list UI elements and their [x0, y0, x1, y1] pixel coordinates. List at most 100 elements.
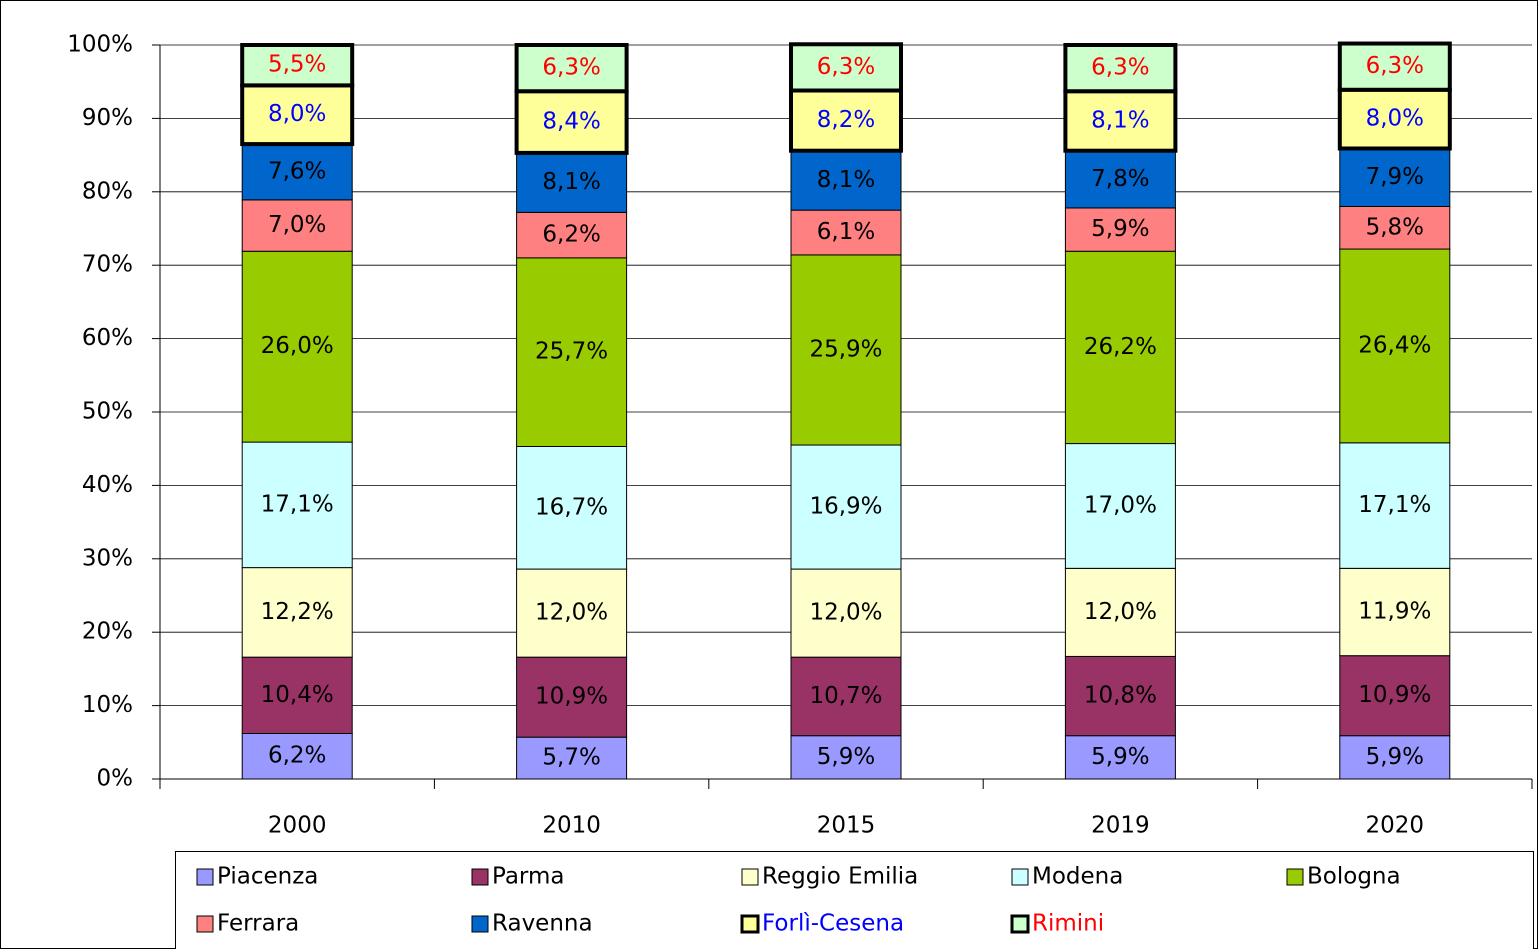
bar-segment	[516, 211, 628, 259]
bar-segment	[241, 143, 353, 201]
data-label: 5,9%	[1091, 744, 1149, 770]
bar-segment	[241, 567, 353, 658]
data-label: 17,0%	[1084, 492, 1157, 518]
data-label: 26,0%	[261, 333, 334, 359]
legend-label: Bologna	[1307, 864, 1401, 890]
data-label: 6,2%	[542, 222, 600, 248]
data-label: 10,8%	[1084, 683, 1157, 709]
x-tick-label: 2019	[1091, 813, 1150, 839]
legend-label: Piacenza	[217, 864, 318, 890]
legend-marker	[1011, 868, 1029, 886]
data-label: 6,2%	[268, 743, 326, 769]
data-label: 16,7%	[535, 494, 608, 520]
data-label: 5,5%	[268, 52, 326, 78]
bar-segment	[1064, 443, 1176, 569]
data-label: 8,1%	[542, 169, 600, 195]
bar-segment	[1339, 205, 1451, 250]
bar-segment	[1063, 43, 1178, 94]
data-label: 10,7%	[809, 683, 882, 709]
data-label: 6,1%	[817, 219, 875, 245]
bar-segment	[1063, 89, 1178, 153]
bar-segment	[789, 42, 903, 93]
bar-segment	[1339, 147, 1451, 207]
bar-segment	[1339, 248, 1451, 444]
legend-marker	[196, 915, 214, 933]
data-label: 5,7%	[542, 745, 600, 771]
y-tick-label: 20%	[82, 619, 133, 645]
legend-label: Parma	[492, 864, 564, 890]
bar-segment	[1339, 442, 1451, 569]
bar-segment	[790, 735, 902, 780]
bar-segment	[514, 43, 629, 94]
y-tick-label: 80%	[82, 178, 133, 204]
data-label: 10,9%	[1358, 682, 1431, 708]
legend-label: Modena	[1032, 864, 1123, 890]
data-label: 8,0%	[1366, 106, 1424, 132]
data-label: 8,4%	[542, 109, 600, 135]
data-label: 26,4%	[1358, 332, 1431, 358]
data-label: 12,2%	[261, 599, 334, 625]
legend-marker	[741, 868, 759, 886]
bar-segment	[516, 445, 628, 570]
data-label: 6,3%	[1366, 53, 1424, 79]
y-tick-label: 50%	[82, 399, 133, 425]
data-label: 10,9%	[535, 684, 608, 710]
y-tick-label: 0%	[97, 766, 134, 792]
data-label: 17,1%	[261, 491, 334, 517]
data-label: 7,9%	[1366, 164, 1424, 190]
data-label: 7,8%	[1091, 166, 1149, 192]
bar-segment	[790, 568, 902, 658]
bar-segment	[1339, 655, 1451, 737]
bar-segment	[241, 199, 353, 252]
data-label: 5,8%	[1366, 214, 1424, 240]
x-tick-label: 2020	[1366, 813, 1425, 839]
legend-label: Ferrara	[217, 911, 299, 937]
y-tick-label: 60%	[82, 325, 133, 351]
bar-segment	[790, 656, 902, 737]
y-tick-label: 90%	[82, 105, 133, 131]
bar-segment	[241, 250, 353, 443]
data-label: 12,0%	[809, 600, 882, 626]
bar-segment	[240, 43, 355, 88]
data-label: 12,0%	[535, 600, 608, 626]
bar-segment	[1337, 41, 1452, 92]
bar-segment	[1064, 655, 1176, 737]
data-label: 5,9%	[1366, 744, 1424, 770]
bar-segment	[516, 152, 628, 213]
legend-box	[175, 851, 1534, 949]
data-label: 7,0%	[268, 212, 326, 238]
data-label: 8,1%	[1091, 107, 1149, 133]
data-label: 6,3%	[542, 55, 600, 81]
legend-label: Ravenna	[492, 911, 593, 937]
legend-label: Rimini	[1032, 911, 1104, 937]
legend-label: Reggio Emilia	[762, 864, 918, 890]
data-label: 16,9%	[809, 494, 882, 520]
legend-marker	[1010, 914, 1030, 934]
bar-segment	[790, 209, 902, 256]
data-label: 8,2%	[817, 107, 875, 133]
data-label: 10,4%	[261, 682, 334, 708]
y-tick-label: 70%	[82, 252, 133, 278]
y-tick-label: 40%	[82, 472, 133, 498]
bar-segment	[241, 732, 353, 780]
bar-segment	[1064, 567, 1176, 657]
legend-marker	[1286, 868, 1304, 886]
data-label: 11,9%	[1358, 599, 1431, 625]
x-tick-label: 2000	[268, 813, 327, 839]
bar-segment	[1064, 150, 1176, 209]
data-label: 12,0%	[1084, 599, 1157, 625]
bar-segment	[241, 656, 353, 734]
bar-segment	[1337, 87, 1452, 151]
y-tick-label: 10%	[82, 692, 133, 718]
data-label: 8,1%	[817, 167, 875, 193]
y-tick-label: 100%	[67, 32, 133, 58]
data-label: 25,7%	[535, 339, 608, 365]
data-label: 25,9%	[809, 336, 882, 362]
data-label: 6,3%	[817, 54, 875, 80]
bar-segment	[1339, 567, 1451, 657]
bar-segment	[790, 444, 902, 570]
legend-marker	[196, 868, 214, 886]
bar-segment	[516, 568, 628, 658]
